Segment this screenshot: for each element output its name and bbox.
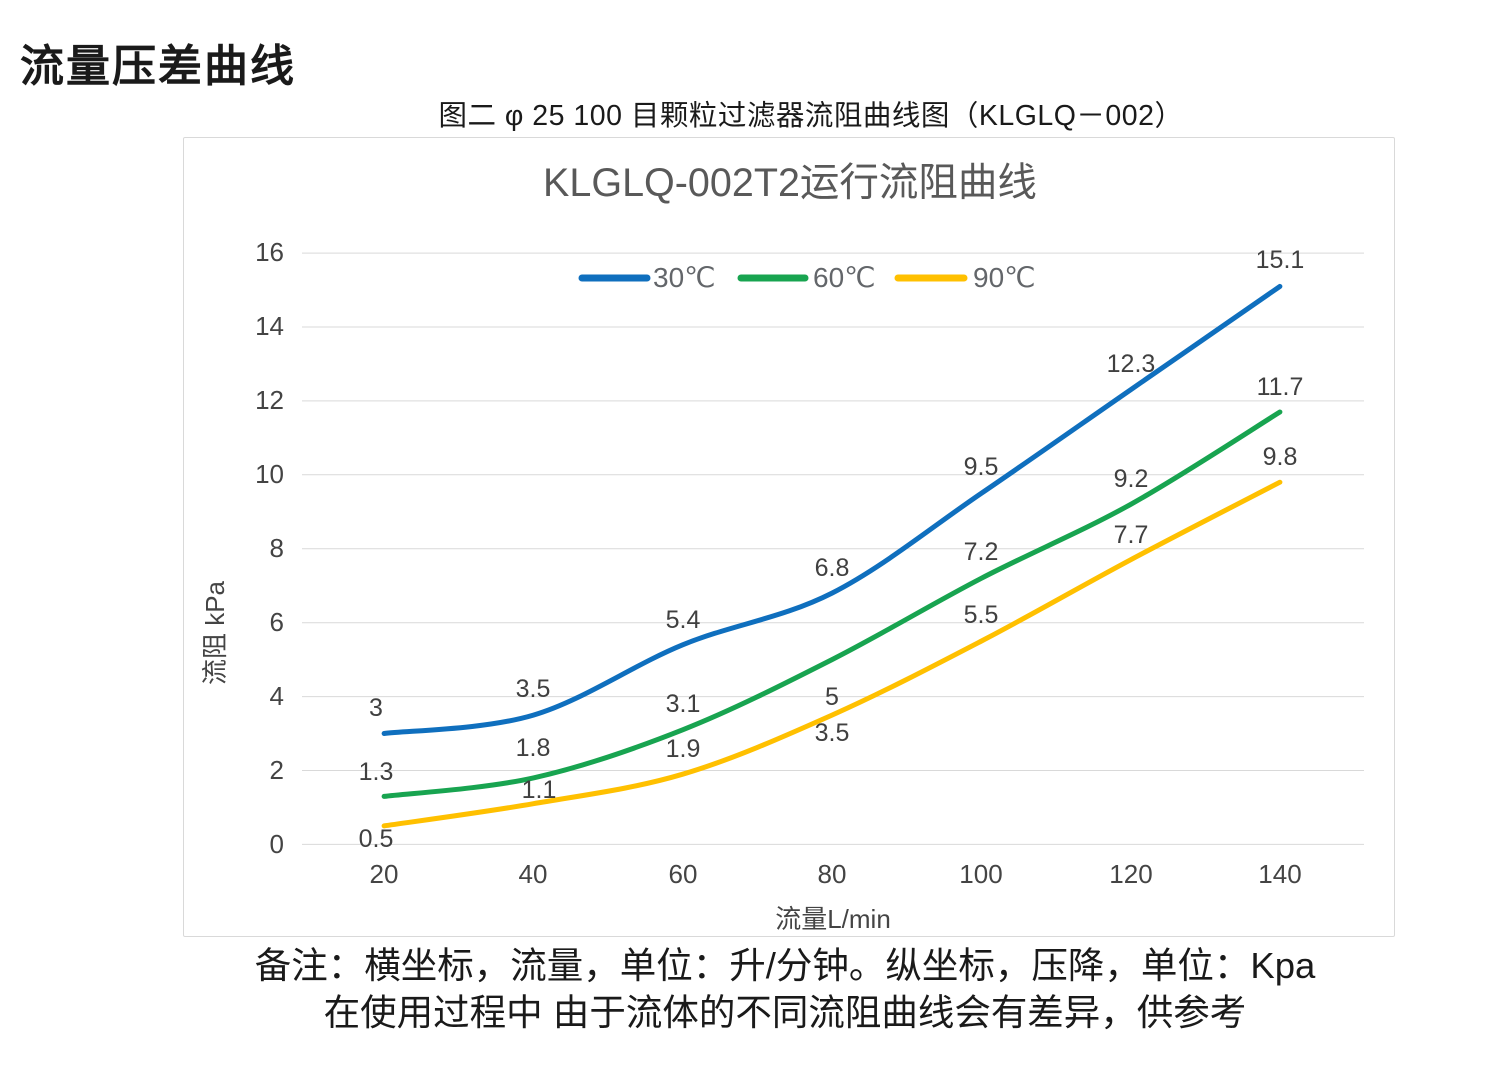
svg-text:90℃: 90℃ [973, 262, 1036, 293]
svg-text:3.5: 3.5 [815, 719, 850, 747]
svg-text:KLGLQ-002T2运行流阻曲线: KLGLQ-002T2运行流阻曲线 [543, 161, 1037, 205]
svg-text:2: 2 [270, 755, 284, 785]
svg-text:80: 80 [818, 859, 847, 889]
svg-text:14: 14 [255, 311, 284, 341]
svg-text:流量L/min: 流量L/min [775, 904, 891, 934]
svg-text:100: 100 [959, 859, 1002, 889]
svg-text:15.1: 15.1 [1256, 246, 1305, 274]
svg-text:6.8: 6.8 [815, 554, 850, 582]
svg-text:7.2: 7.2 [964, 538, 999, 566]
svg-text:1.1: 1.1 [522, 776, 557, 804]
svg-text:5.4: 5.4 [666, 606, 701, 634]
svg-text:20: 20 [370, 859, 399, 889]
svg-text:6: 6 [270, 607, 284, 637]
svg-text:140: 140 [1258, 859, 1301, 889]
svg-text:60℃: 60℃ [813, 262, 876, 293]
svg-text:3.5: 3.5 [516, 675, 551, 703]
svg-text:0.5: 0.5 [359, 825, 394, 853]
svg-text:3.1: 3.1 [666, 690, 701, 718]
svg-text:3: 3 [369, 694, 383, 722]
svg-text:120: 120 [1109, 859, 1152, 889]
svg-text:11.7: 11.7 [1257, 373, 1304, 401]
svg-text:1.8: 1.8 [516, 734, 551, 762]
svg-text:1.3: 1.3 [359, 758, 394, 786]
svg-text:1.9: 1.9 [666, 735, 701, 763]
svg-text:5: 5 [825, 683, 839, 711]
svg-text:60: 60 [669, 859, 698, 889]
svg-text:9.5: 9.5 [964, 453, 999, 481]
svg-text:30℃: 30℃ [653, 262, 716, 293]
svg-text:5.5: 5.5 [964, 601, 999, 629]
svg-text:4: 4 [270, 681, 284, 711]
svg-text:8: 8 [270, 533, 284, 563]
svg-text:7.7: 7.7 [1114, 521, 1149, 549]
svg-text:0: 0 [270, 829, 284, 859]
svg-text:9.2: 9.2 [1114, 465, 1149, 493]
svg-text:12: 12 [255, 385, 284, 415]
svg-text:40: 40 [519, 859, 548, 889]
svg-text:12.3: 12.3 [1107, 350, 1156, 378]
svg-text:16: 16 [255, 237, 284, 267]
svg-text:10: 10 [255, 459, 284, 489]
svg-text:9.8: 9.8 [1263, 443, 1298, 471]
svg-text:流阻 kPa: 流阻 kPa [200, 580, 230, 685]
